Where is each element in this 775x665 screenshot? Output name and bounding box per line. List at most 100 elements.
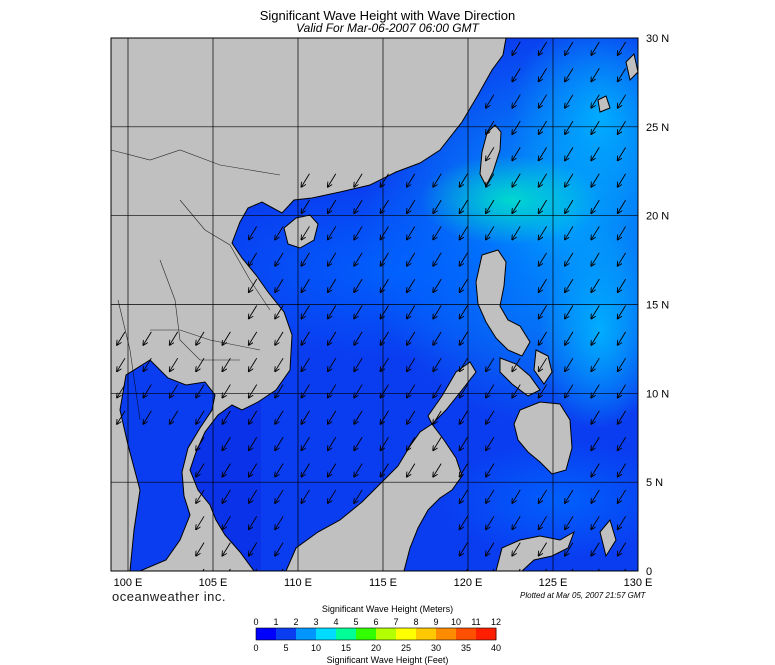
colorbar-meters-title: Significant Wave Height (Meters) [321,604,454,614]
wave-arrow [460,384,468,398]
wave-arrow [381,463,389,477]
wave-arrow [460,331,468,345]
wave-direction-arrows [117,41,627,571]
wave-arrow [539,357,547,371]
wave-arrow [539,489,547,503]
wave-arrow [486,199,495,213]
wave-arrow [170,384,179,398]
wave-arrow [196,437,205,450]
lat-tick-label: 0 [646,566,652,578]
wave-arrow [460,463,468,477]
wave-arrow [591,410,600,424]
wave-arrow [222,331,231,345]
colorbar-swatch [296,628,317,640]
wave-arrow [354,489,363,503]
wave-arrow [275,489,284,503]
wave-arrow [591,41,600,55]
wave-arrow [328,331,337,345]
wave-arrow [433,384,442,398]
colorbar-swatch [356,628,377,640]
feet-tick-label: 5 [283,643,288,653]
wave-arrow [301,489,310,503]
lon-tick-label: 100 E [114,577,143,589]
wave-arrow [512,173,521,187]
meter-tick-label: 5 [353,617,358,627]
wave-arrow [512,357,521,371]
wave-arrow [354,278,363,292]
wave-arrow [328,410,337,424]
wave-arrow [591,120,600,134]
wave-arrow [433,199,442,213]
wave-arrow [301,278,310,292]
wave-arrow [539,68,547,81]
wave-arrow [486,516,495,529]
wave-arrow [301,226,310,239]
map-title: Significant Wave Height with Wave Direct… [259,8,516,23]
wave-arrow [433,331,442,345]
wave-arrow [301,252,310,266]
wave-arrow [460,542,468,556]
asia-mainland [111,38,507,571]
wave-arrow [170,410,179,424]
meter-tick-label: 4 [333,617,338,627]
wave-arrow [460,252,468,266]
wave-arrow [249,384,258,398]
wave-arrow [486,542,495,556]
wave-arrow [591,542,600,556]
wave-arrow [222,384,231,398]
wave-arrow [618,437,627,450]
meter-tick-label: 0 [253,617,258,627]
wave-arrow [196,331,205,345]
wave-arrow [591,384,600,398]
colorbar-meter-ticks: 0 1 2 3 4 5 6 7 8 9 10 11 12 [253,617,501,627]
colorbar-swatch [276,628,297,640]
wave-arrow [301,173,310,187]
lat-tick-label: 15 N [646,300,669,312]
wave-arrow [460,226,468,239]
wave-arrow [328,357,337,371]
wave-arrow [196,489,205,503]
feet-tick-label: 10 [311,643,321,653]
wave-arrow [407,384,416,398]
wave-arrow [565,252,574,266]
wave-arrow [486,437,495,450]
wave-arrow [275,463,284,477]
wave-arrow [512,384,521,398]
wave-arrow [407,226,416,239]
wave-arrow [249,410,258,424]
wave-arrow [196,410,205,424]
wave-arrow [407,278,416,292]
wave-arrow [301,357,310,371]
wave-arrow [539,384,547,398]
wave-arrow [381,384,389,398]
lon-tick-label: 125 E [539,577,568,589]
meter-tick-label: 3 [313,617,318,627]
colorbar-swatch [436,628,457,640]
wave-arrow [565,357,574,371]
map-subtitle: Valid For Mar-06-2007 06:00 GMT [296,21,479,35]
wave-arrow [407,437,416,450]
wave-arrow [381,173,389,187]
wave-arrow [407,357,416,371]
wave-arrow [301,384,310,398]
wave-arrow [591,173,600,187]
meter-tick-label: 7 [393,617,398,627]
wave-arrow [381,199,389,213]
luzon-island [475,249,531,357]
wave-arrow [486,120,495,134]
wave-arrow [328,173,337,187]
wave-arrow [591,252,600,266]
map-frame [110,37,639,572]
wave-arrow [591,199,600,213]
wave-arrow [565,226,574,239]
lat-tick-label: 30 N [646,33,669,45]
wave-arrow [275,384,284,398]
mindanao-island [513,401,573,475]
wave-arrow [591,463,600,477]
brand-logo: oceanweather inc. [112,589,227,604]
wave-arrow [460,489,468,503]
wave-arrow [143,357,152,371]
wave-arrow [539,252,547,266]
wave-arrow [249,437,258,450]
wave-arrow [275,278,284,292]
